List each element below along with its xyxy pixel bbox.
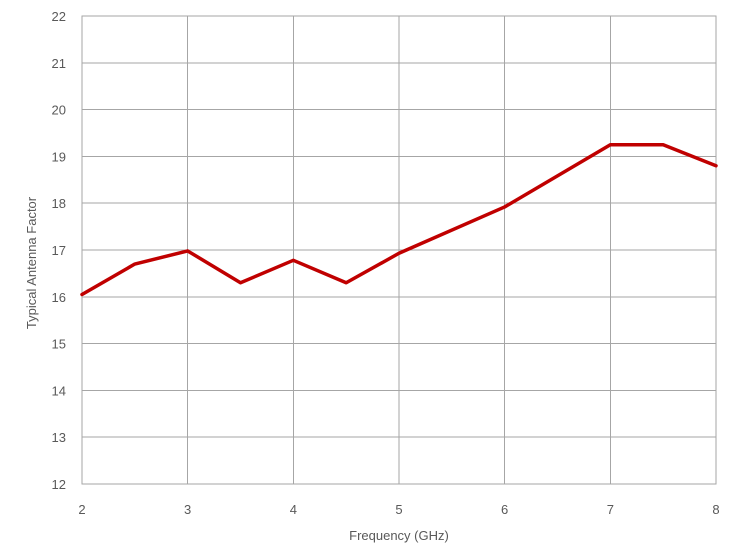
y-tick-label: 22	[52, 9, 66, 24]
x-tick-label: 2	[78, 502, 85, 517]
y-tick-label: 18	[52, 196, 66, 211]
y-axis-title: Typical Antenna Factor	[24, 196, 39, 329]
x-tick-label: 5	[395, 502, 402, 517]
y-tick-label: 14	[52, 383, 66, 398]
y-axis-tick-labels: 12 13 14 15 16 17 18 19 20 21 22	[52, 9, 66, 492]
gridlines	[81, 15, 717, 485]
series-group	[80, 142, 718, 297]
y-tick-label: 15	[52, 337, 66, 352]
x-tick-label: 6	[501, 502, 508, 517]
x-axis-title: Frequency (GHz)	[349, 528, 449, 543]
series-line	[80, 142, 718, 297]
plot-area	[81, 15, 717, 485]
y-tick-label: 17	[52, 243, 66, 258]
x-axis-tick-labels: 2 3 4 5 6 7 8	[78, 502, 719, 517]
y-tick-label: 21	[52, 56, 66, 71]
x-tick-label: 4	[290, 502, 297, 517]
y-tick-label: 19	[52, 149, 66, 164]
y-tick-label: 12	[52, 477, 66, 492]
x-tick-label: 3	[184, 502, 191, 517]
x-tick-label: 7	[607, 502, 614, 517]
y-tick-label: 13	[52, 430, 66, 445]
x-tick-label: 8	[712, 502, 719, 517]
y-tick-label: 16	[52, 290, 66, 305]
y-tick-label: 20	[52, 103, 66, 118]
